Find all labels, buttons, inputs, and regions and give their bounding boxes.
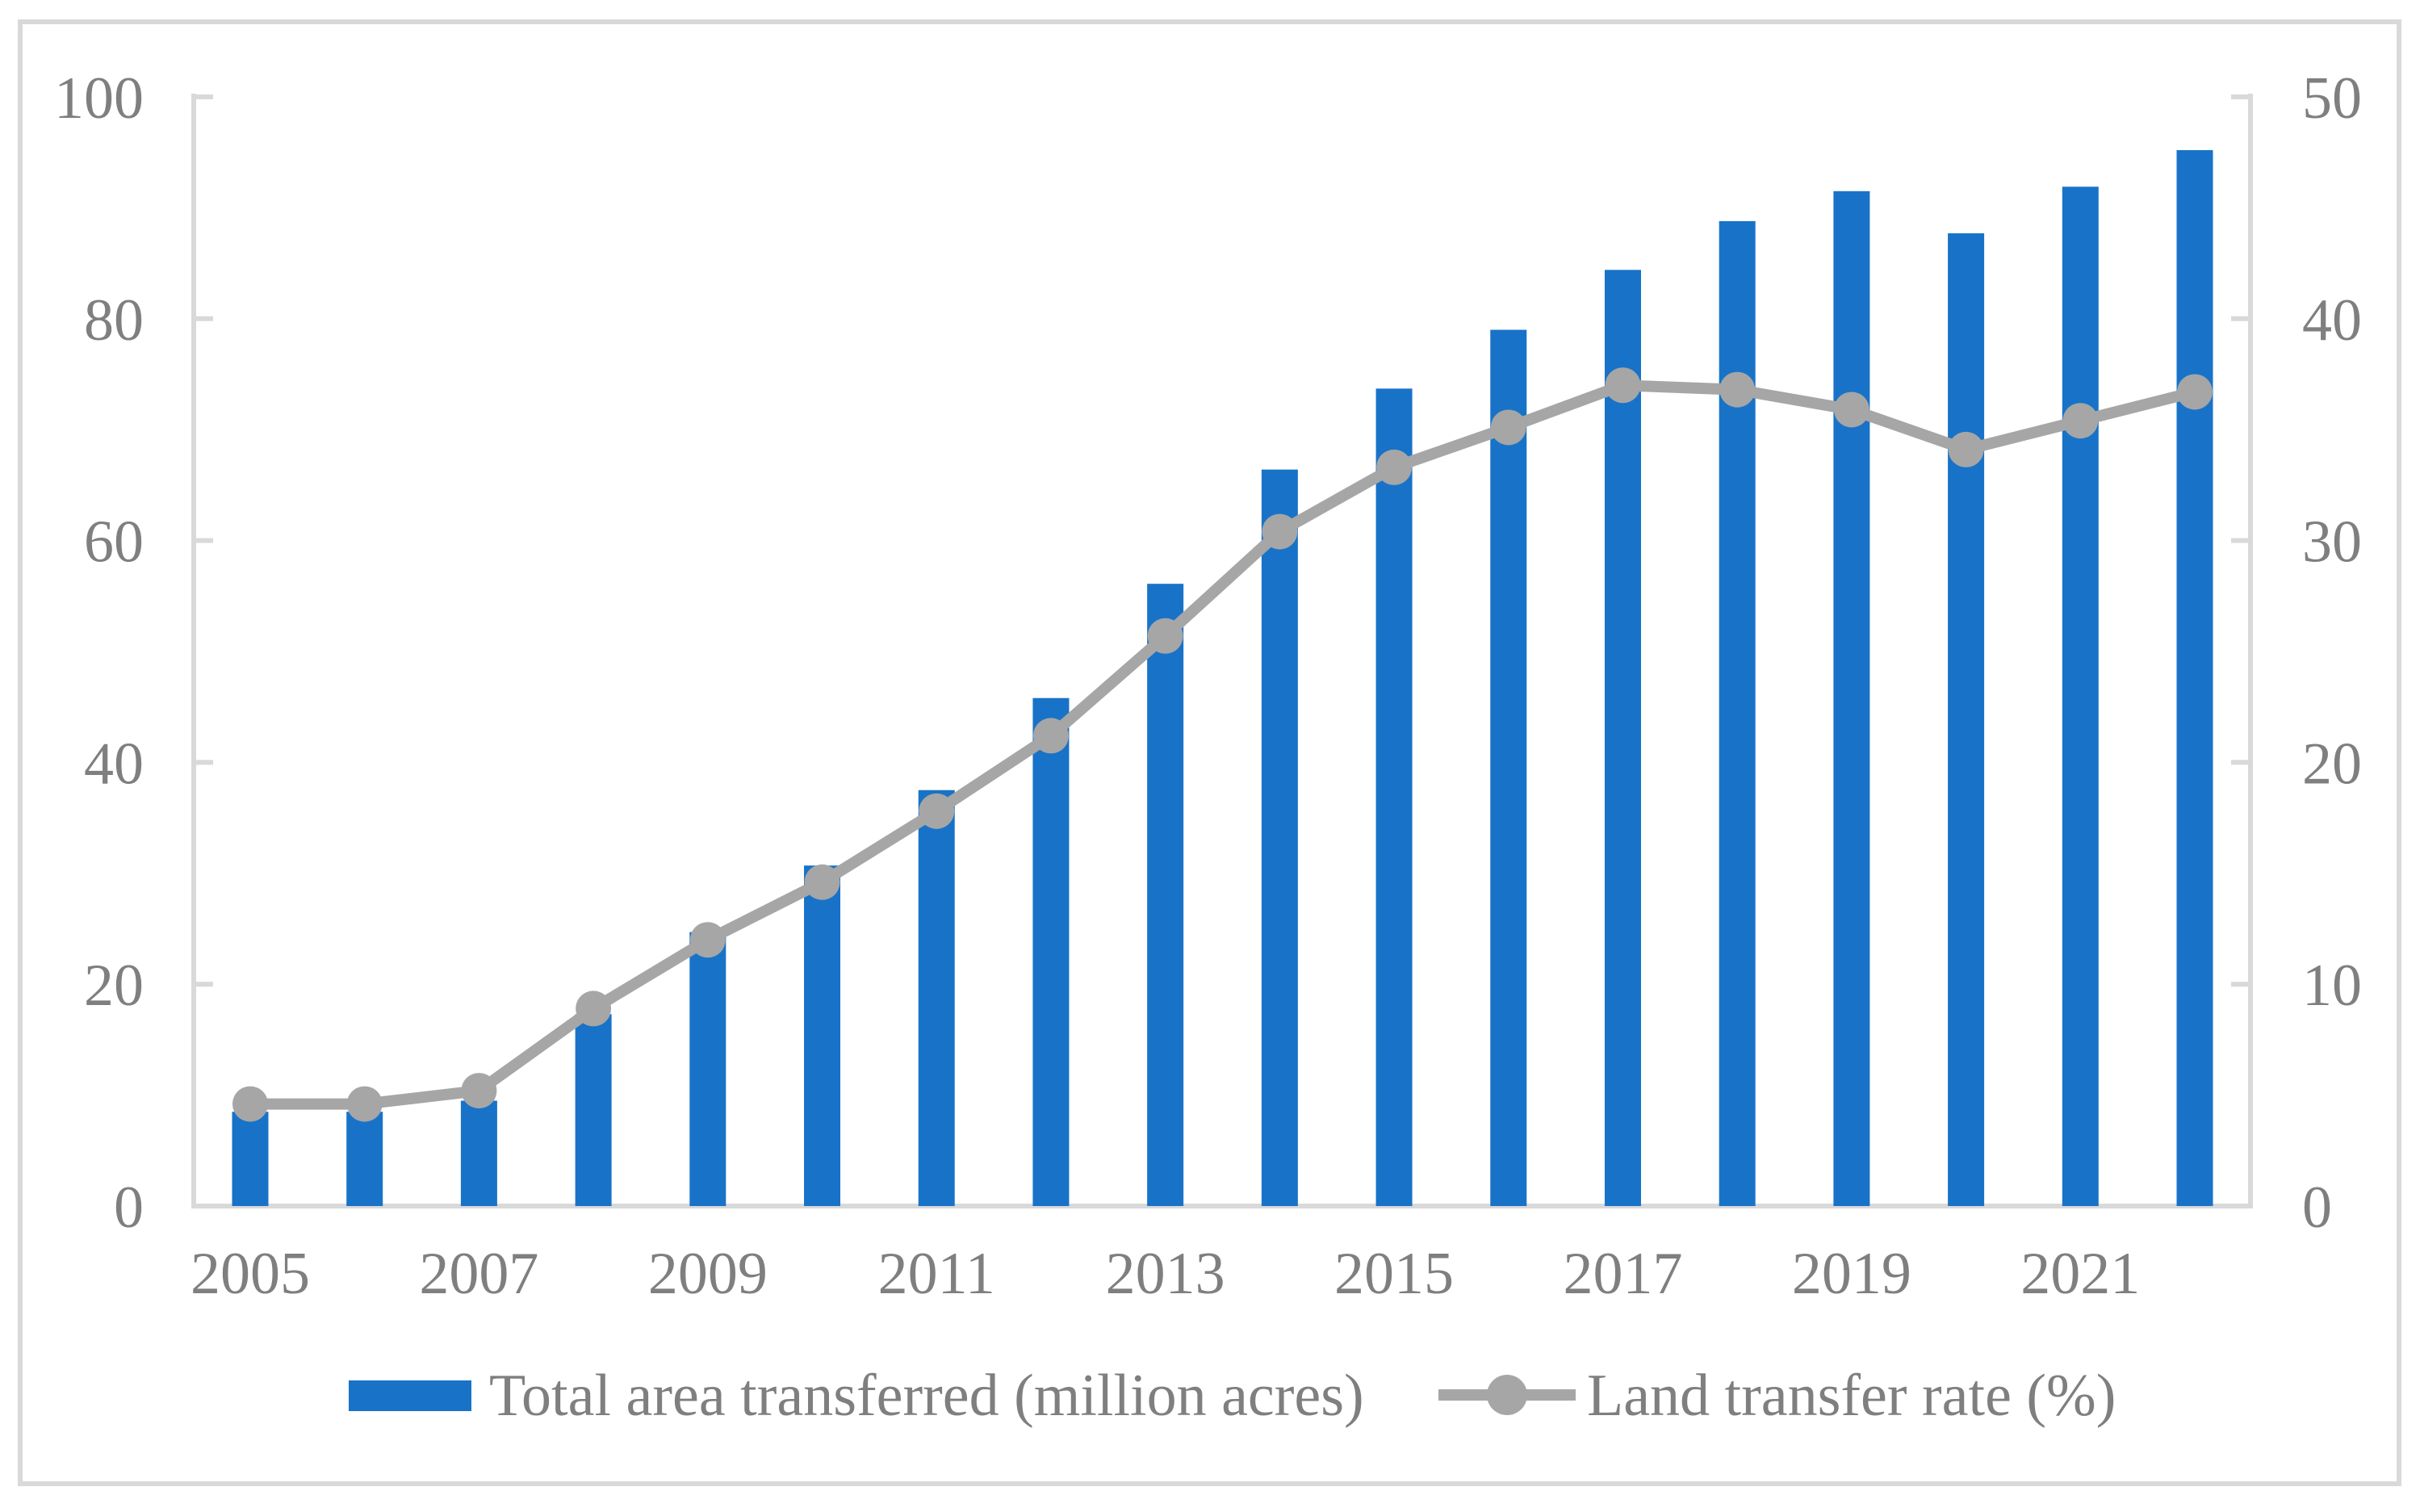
bar-2014 [1261, 469, 1298, 1206]
x-axis-label-2017: 2017 [1563, 1241, 1682, 1307]
legend-bar-label: Total area transferred (million acres) [489, 1363, 1364, 1429]
rate-marker-2015 [1376, 449, 1413, 485]
rate-marker-2006 [346, 1086, 383, 1122]
rate-marker-2011 [919, 793, 955, 829]
bar-2019 [1833, 191, 1870, 1206]
x-axis-label-2005: 2005 [191, 1241, 310, 1307]
bar-2005 [232, 1112, 269, 1206]
bar-2007 [460, 1100, 497, 1206]
x-axis-label-2013: 2013 [1106, 1241, 1225, 1307]
left-axis-tick-label: 100 [54, 65, 144, 132]
figure-border-rect [18, 19, 2401, 1486]
rate-marker-2018 [1719, 371, 1756, 408]
x-axis-label-2011: 2011 [878, 1241, 995, 1307]
bar-2016 [1490, 329, 1527, 1206]
x-axis-labels: 2005 2007 2009 2011 2013 2015 2017 2019 2021 [191, 1241, 2140, 1307]
left-axis-labels: 0 20 40 60 80 100 [54, 65, 144, 1241]
rate-marker-2022 [2177, 374, 2213, 410]
figure-border [18, 19, 2401, 1486]
legend-line-label: Land transfer rate (%) [1587, 1363, 2116, 1429]
bar-2021 [2062, 186, 2099, 1207]
x-axis-label-2009: 2009 [648, 1241, 768, 1307]
left-axis-tick-label: 80 [84, 287, 144, 354]
rate-marker-2019 [1833, 392, 1869, 428]
bar-2017 [1604, 270, 1641, 1206]
left-axis-tick-label: 60 [84, 509, 144, 576]
axis-lines [191, 94, 2253, 1208]
bar-2020 [1948, 233, 1985, 1207]
left-axis-tick-label: 20 [84, 953, 144, 1019]
bar-2022 [2176, 149, 2213, 1206]
bar-2015 [1375, 388, 1413, 1206]
bar-2010 [804, 865, 841, 1206]
rate-marker-2008 [576, 991, 612, 1027]
right-axis-tick-label: 40 [2302, 287, 2362, 354]
rate-marker-2013 [1147, 618, 1183, 654]
legend-line-marker-icon [1487, 1375, 1527, 1415]
right-axis-tick-label: 20 [2302, 731, 2362, 797]
rate-marker-2017 [1605, 367, 1641, 404]
bar-2013 [1147, 584, 1184, 1206]
rate-marker-2010 [804, 864, 840, 900]
rate-marker-2016 [1490, 409, 1526, 446]
x-axis-label-2015: 2015 [1334, 1241, 1454, 1307]
right-axis-tick-label: 50 [2302, 65, 2362, 132]
line-series [232, 367, 2213, 1122]
right-axis-tick-label: 10 [2302, 953, 2362, 1019]
rate-marker-2009 [689, 922, 726, 958]
bar-series [232, 149, 2213, 1207]
x-axis-label-2007: 2007 [419, 1241, 538, 1307]
bar-2009 [689, 932, 726, 1206]
bar-2006 [346, 1112, 383, 1206]
bar-2008 [575, 1014, 612, 1206]
bar-2012 [1032, 697, 1070, 1206]
rate-marker-2014 [1262, 513, 1298, 550]
axis-ticks [194, 94, 2250, 1208]
rate-marker-2012 [1032, 718, 1069, 754]
bar-2018 [1719, 220, 1756, 1207]
x-axis-label-2019: 2019 [1792, 1241, 1911, 1307]
rate-marker-2020 [1948, 431, 1984, 467]
rate-marker-2005 [232, 1086, 268, 1122]
right-axis-tick-label: 0 [2302, 1175, 2332, 1241]
rate-line [245, 379, 2200, 1110]
rate-marker-2021 [2062, 403, 2099, 439]
x-axis-label-2021: 2021 [2020, 1241, 2140, 1307]
left-axis-tick-label: 0 [114, 1175, 144, 1241]
legend: Total area transferred (million acres) L… [349, 1363, 2116, 1429]
legend-bar-swatch [349, 1380, 471, 1411]
right-axis-tick-label: 30 [2302, 509, 2362, 576]
left-axis-tick-label: 40 [84, 731, 144, 797]
rate-marker-2007 [461, 1073, 497, 1109]
right-axis-labels: 0 10 20 30 40 50 [2302, 65, 2362, 1241]
bar-2011 [918, 790, 955, 1206]
